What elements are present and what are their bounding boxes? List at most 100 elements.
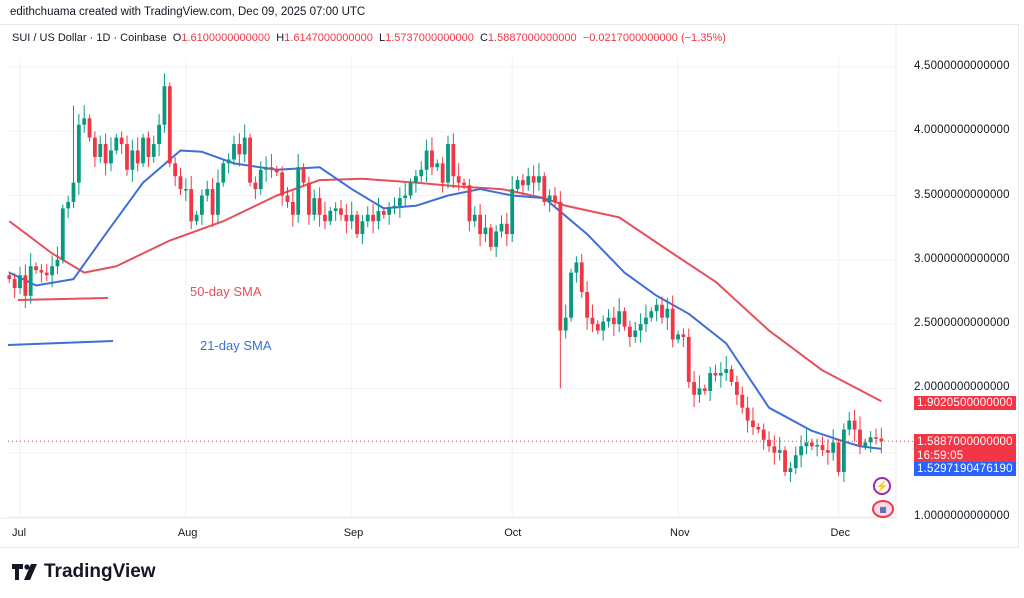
candle-body <box>558 201 563 331</box>
candle-body <box>87 118 92 138</box>
candle-body <box>141 137 145 164</box>
change-value: −0.0217000000000 (−1.35%) <box>582 32 726 44</box>
candle-body <box>697 388 702 395</box>
price-axis-label: 4.5000000000000 <box>914 59 1010 72</box>
candle-body <box>408 182 413 196</box>
candle-body <box>82 118 87 125</box>
bar-countdown: 16:59:05 <box>917 450 964 462</box>
candle-body <box>285 195 290 202</box>
us-flag-icon[interactable]: ▦ <box>872 500 894 518</box>
candle-body <box>435 163 440 168</box>
candle-body <box>537 176 541 183</box>
candle-body <box>499 223 504 232</box>
symbol-title[interactable]: SUI / US Dollar · 1D · Coinbase <box>12 32 167 44</box>
lightning-icon[interactable]: ⚡ <box>873 477 891 495</box>
candle-body <box>735 381 739 395</box>
candle-body <box>617 311 622 325</box>
candle-body <box>355 214 359 235</box>
candle-body <box>799 446 803 456</box>
price-axis-label: 3.5000000000000 <box>914 188 1010 201</box>
candle-body <box>237 144 242 155</box>
candle-body <box>649 311 654 318</box>
candle-body <box>210 189 215 215</box>
candle-body <box>414 176 418 183</box>
candle-body <box>135 150 140 164</box>
candle-body <box>585 291 589 318</box>
candle-body <box>93 137 97 157</box>
candle-body <box>590 317 595 325</box>
chart-frame <box>0 24 1019 548</box>
candle-body <box>71 182 76 202</box>
candle-body <box>323 214 327 222</box>
sma21-annotation: 21-day SMA <box>200 338 272 353</box>
candle-body <box>7 275 12 280</box>
candle-body <box>488 227 493 247</box>
candle-body <box>226 159 231 164</box>
last-price: 1.5887000000000 <box>917 436 1013 448</box>
candle-body <box>718 372 723 376</box>
candle-body <box>376 210 381 222</box>
candle-body <box>569 272 573 318</box>
candle-body <box>274 169 279 173</box>
sma50-line <box>8 177 882 403</box>
candle-body <box>23 275 28 296</box>
candle-body <box>713 372 718 376</box>
candle-body <box>419 169 424 177</box>
candle-body <box>253 182 258 190</box>
price-axis-label: 1.0000000000000 <box>914 510 1010 522</box>
candle-body <box>842 429 846 472</box>
sma21-price-tag: 1.5297190476190 <box>914 462 1016 476</box>
candle-body <box>167 86 172 164</box>
candle-body <box>868 437 873 443</box>
price-axis-label: 2.0000000000000 <box>914 381 1010 394</box>
candle-body <box>494 231 499 247</box>
candle-body <box>339 208 343 215</box>
candle-body <box>60 208 65 260</box>
candle-body <box>820 444 825 451</box>
time-axis-label: Jul <box>12 527 27 539</box>
time-axis-label: Nov <box>670 527 690 539</box>
candle-body <box>793 455 798 469</box>
candle-body <box>644 317 648 325</box>
candle-body <box>702 388 707 391</box>
candle-body <box>563 317 568 331</box>
time-axis-label: Aug <box>177 527 198 539</box>
candle-body <box>510 189 515 235</box>
candle-body <box>772 446 777 453</box>
tradingview-logo-icon <box>12 564 37 580</box>
candle-body <box>676 334 680 340</box>
candle-body <box>478 214 482 235</box>
candle-body <box>836 442 841 472</box>
sma21-line <box>8 149 882 450</box>
candle-body <box>740 394 745 408</box>
candle-body <box>290 201 295 215</box>
high-value: 1.6147000000000 <box>284 32 373 44</box>
candle-body <box>729 369 734 382</box>
candle-body <box>462 182 466 186</box>
candle-body <box>183 189 188 191</box>
price-axis-label: 4.0000000000000 <box>914 124 1010 137</box>
candle-body <box>574 262 579 273</box>
candle-body <box>767 439 771 447</box>
candle-body <box>874 437 878 439</box>
last-price-tag: 1.5887000000000 16:59:05 <box>914 434 1016 462</box>
candle-body <box>815 444 820 447</box>
price-axis-label: 2.5000000000000 <box>914 317 1010 330</box>
candle-body <box>595 324 600 331</box>
candle-body <box>809 442 814 447</box>
candle-body <box>526 176 531 186</box>
candle-body <box>130 150 135 170</box>
candle-body <box>200 195 204 215</box>
tradingview-logo[interactable]: TradingView <box>12 561 156 583</box>
candle-body <box>12 279 17 289</box>
candle-body <box>18 275 22 289</box>
candle-body <box>451 144 456 177</box>
candle-body <box>55 259 60 267</box>
candle-body <box>387 208 392 215</box>
candle-body <box>724 369 729 373</box>
candle-body <box>269 167 274 170</box>
candle-body <box>504 223 509 235</box>
candle-body <box>109 150 113 164</box>
candle-body <box>601 321 606 331</box>
